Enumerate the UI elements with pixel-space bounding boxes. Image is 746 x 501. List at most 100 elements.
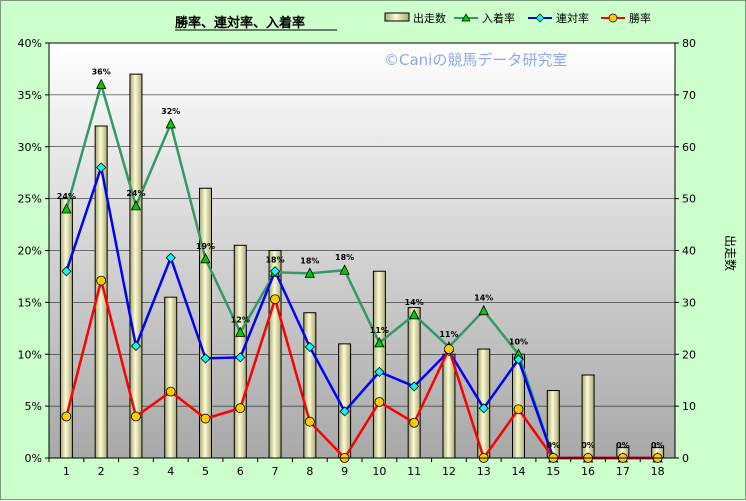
point-circle: [374, 397, 385, 407]
point-diamond: [478, 403, 489, 414]
plot-border: [48, 42, 676, 459]
bar: [442, 353, 456, 459]
data-label: 14%: [405, 298, 424, 307]
data-label: 32%: [161, 107, 180, 116]
left-tick-label: 30%: [18, 141, 42, 154]
legend: 出走数 入着率 連対率 勝率: [384, 11, 651, 25]
legend-marker: [461, 13, 471, 22]
right-tick-label: 60: [682, 141, 696, 154]
point-triangle: [304, 267, 315, 278]
point-circle: [131, 411, 141, 422]
right-tick-label: 50: [682, 193, 696, 206]
legend-label: 出走数: [413, 11, 446, 25]
data-label: 24%: [126, 189, 145, 198]
left-tick-label: 25%: [18, 193, 42, 206]
point-diamond: [130, 340, 142, 352]
point-circle: [200, 413, 211, 424]
right-tick-label: 0: [682, 452, 689, 465]
data-label: 14%: [474, 294, 493, 303]
point-diamond: [200, 353, 211, 364]
right-axis-label: 出走数: [723, 235, 738, 271]
x-tick-label: 3: [132, 465, 139, 478]
x-tick-label: 2: [98, 465, 105, 478]
point-circle: [270, 294, 280, 305]
point-circle: [235, 403, 246, 414]
right-tick-label: 10: [682, 400, 696, 413]
point-circle: [96, 275, 107, 286]
legend-label: 連対率: [556, 11, 589, 25]
x-tick-label: 1: [63, 465, 70, 478]
data-label: 10%: [509, 337, 528, 346]
point-diamond: [304, 341, 315, 353]
data-label: 0%: [581, 441, 595, 450]
data-labels: 24% 36% 24% 32% 19% 12% 18% 18% 18% 11% 14% 11% 14% 1…: [57, 68, 665, 451]
data-label: 19%: [196, 242, 215, 251]
x-tick-label: 9: [341, 465, 348, 478]
point-triangle: [235, 326, 246, 337]
point-diamond: [61, 266, 72, 277]
point-diamond: [96, 162, 107, 173]
data-label: 12%: [231, 315, 250, 324]
point-triangle: [96, 78, 107, 89]
x-tick-label: 15: [546, 465, 560, 478]
point-circle: [165, 386, 176, 397]
data-label: 24%: [57, 192, 76, 201]
x-tick-label: 11: [407, 465, 421, 478]
left-tick-label: 10%: [18, 348, 42, 361]
chart-title: 勝率、連対率、入着率: [175, 15, 305, 31]
bar: [372, 270, 386, 459]
right-axis-ticks: 0 10 20 30 40 50 60 70 80: [675, 37, 696, 465]
legend-marker: [535, 13, 545, 23]
legend-label: 勝率: [629, 11, 651, 25]
left-tick-label: 40%: [18, 37, 42, 50]
point-triangle: [61, 203, 72, 214]
x-axis-ticks: 1 2 3 4 5 6 7 8 9 10 11 12 13 14 15 16 17 18: [48, 458, 665, 478]
point-triangle: [165, 118, 176, 129]
left-tick-label: 15%: [18, 296, 42, 309]
data-label: 36%: [92, 68, 111, 77]
point-triangle: [200, 252, 211, 264]
data-label: 11%: [439, 330, 458, 339]
left-axis-ticks: 0% 5% 10% 15% 20% 25% 30% 35% 40%: [18, 37, 49, 465]
data-label: 18%: [335, 253, 354, 262]
point-triangle: [478, 304, 489, 316]
data-label: 18%: [265, 255, 284, 264]
right-tick-label: 20: [682, 348, 696, 361]
point-triangle: [374, 336, 385, 348]
right-tick-label: 30: [682, 296, 696, 309]
data-label: 0%: [546, 441, 560, 450]
legend-swatch-bar: [384, 12, 410, 22]
x-tick-label: 16: [581, 465, 595, 478]
point-diamond: [513, 354, 524, 365]
x-tick-label: 6: [237, 465, 244, 478]
bar: [233, 244, 247, 459]
point-circle: [444, 344, 454, 354]
legend-marker: [608, 13, 618, 23]
point-diamond: [409, 381, 420, 392]
point-diamond: [374, 366, 385, 377]
right-tick-label: 70: [682, 89, 696, 102]
x-tick-label: 10: [372, 465, 386, 478]
point-triangle: [130, 199, 142, 211]
x-tick-label: 4: [167, 465, 174, 478]
x-tick-label: 7: [272, 465, 279, 478]
x-tick-label: 14: [512, 465, 526, 478]
left-tick-label: 20%: [18, 245, 42, 258]
point-diamond: [269, 266, 281, 277]
point-diamond: [165, 252, 176, 263]
left-tick-label: 5%: [25, 400, 42, 413]
point-circle: [409, 417, 420, 428]
data-label: 0%: [651, 441, 665, 450]
x-tick-label: 18: [651, 465, 665, 478]
right-tick-label: 80: [682, 37, 696, 50]
left-tick-label: 35%: [18, 89, 42, 102]
point-triangle: [409, 308, 420, 320]
data-label: 11%: [370, 326, 389, 335]
bar: [164, 296, 178, 459]
bar: [303, 312, 317, 459]
watermark: ©Caniの競馬データ研究室: [384, 51, 567, 69]
point-circle: [61, 411, 72, 422]
right-tick-label: 40: [682, 245, 696, 258]
